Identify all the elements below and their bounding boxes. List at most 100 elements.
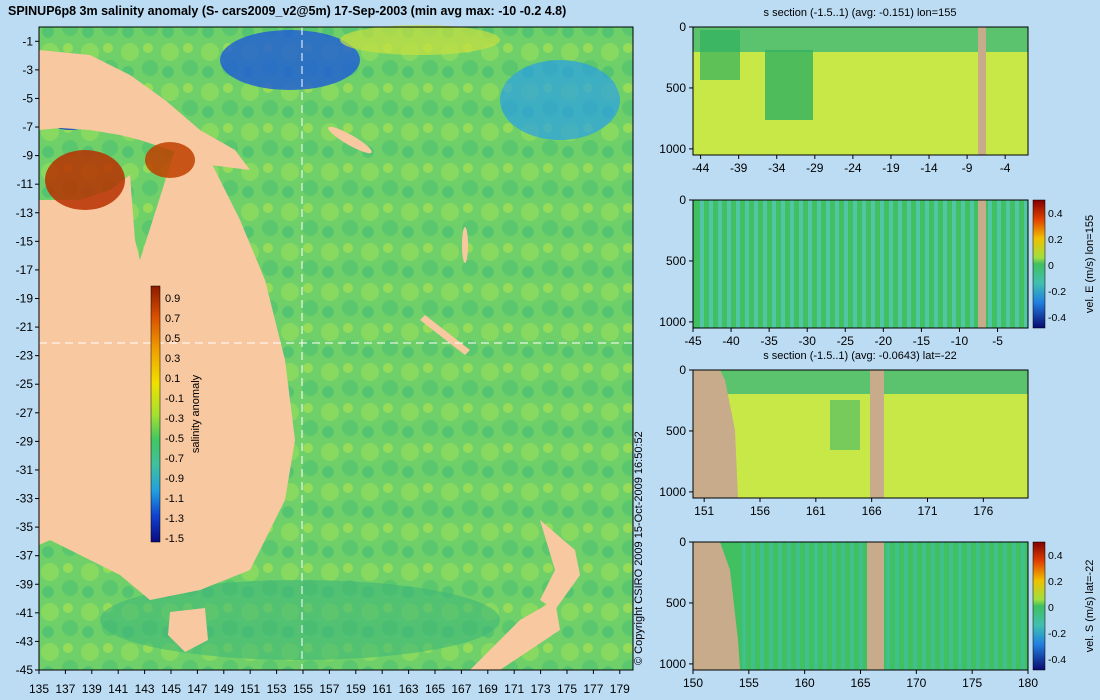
map-land-tasmania bbox=[168, 608, 208, 652]
velocity-stripe bbox=[745, 200, 749, 328]
section-x-tick-label: 151 bbox=[694, 504, 714, 518]
section-x-tick-label: -44 bbox=[692, 161, 710, 175]
velocity-stripe bbox=[823, 542, 827, 670]
velocity-stripe bbox=[994, 542, 998, 670]
map-colorbar-tick-label: -0.1 bbox=[165, 393, 184, 405]
s-section-lon-title: s section (-1.5..1) (avg: -0.151) lon=15… bbox=[764, 7, 957, 19]
map-y-tick-label: -41 bbox=[16, 606, 34, 620]
velocity-stripe bbox=[1024, 200, 1028, 328]
velocity-stripe bbox=[814, 542, 818, 670]
velocity-stripe bbox=[907, 200, 911, 328]
velocity-stripe bbox=[997, 200, 1001, 328]
section-x-tick-label: -4 bbox=[1000, 161, 1011, 175]
velocity-stripe bbox=[853, 200, 857, 328]
section-colorbar-tick-label: 0.4 bbox=[1048, 550, 1063, 562]
section-colorbar-tick-label: -0.2 bbox=[1048, 286, 1066, 298]
vel-s-panel: 150 155 160 165 170 175 180 0 500 1000 0.4 0.2 0 -0… bbox=[659, 535, 1096, 690]
section-x-tick-label: 171 bbox=[917, 504, 937, 518]
map-y-tick-label: -29 bbox=[16, 434, 34, 448]
s-section-lon-x-ticks: -44 -39 -34 -29 -24 -19 -14 -9 -4 bbox=[692, 155, 1011, 175]
velocity-stripe bbox=[913, 542, 917, 670]
velocity-stripe bbox=[961, 200, 965, 328]
map-y-tick-label: -37 bbox=[16, 549, 34, 563]
map-y-tick-label: -27 bbox=[16, 406, 34, 420]
section-x-tick-label: 155 bbox=[739, 676, 759, 690]
section-y-tick-label: 0 bbox=[679, 363, 686, 377]
map-land-solomons bbox=[328, 126, 372, 154]
velocity-stripe bbox=[736, 200, 740, 328]
section-colorbar-tick-label: -0.4 bbox=[1048, 654, 1066, 666]
map-x-tick-label: 145 bbox=[161, 682, 181, 696]
vel-e-stripes bbox=[700, 200, 1028, 328]
map-colorbar-tick-label: 0.9 bbox=[165, 293, 180, 305]
map-colorbar-tick-label: -1.5 bbox=[165, 533, 184, 545]
map-colorbar-tick-label: 0.7 bbox=[165, 313, 180, 325]
velocity-stripe bbox=[760, 542, 764, 670]
section-x-tick-label: 176 bbox=[973, 504, 993, 518]
velocity-stripe bbox=[841, 542, 845, 670]
section-x-tick-label: 166 bbox=[862, 504, 882, 518]
map-y-tick-label: -1 bbox=[22, 34, 33, 48]
section-x-tick-label: -19 bbox=[882, 161, 900, 175]
s-section-lon-band bbox=[693, 27, 1028, 52]
map-anomaly-salty-north bbox=[340, 25, 500, 55]
section-x-tick-label: -45 bbox=[684, 334, 702, 348]
velocity-stripe bbox=[970, 200, 974, 328]
section-x-tick-label: -10 bbox=[951, 334, 969, 348]
map-colorbar-tick-label: -0.7 bbox=[165, 453, 184, 465]
s-section-lon-frame bbox=[692, 26, 1029, 156]
vel-s-stripes bbox=[742, 542, 1025, 670]
velocity-stripe bbox=[988, 200, 992, 328]
figure-title: SPINUP6p8 3m salinity anomaly (S- cars20… bbox=[8, 4, 566, 18]
map-land-new-zealand-south bbox=[470, 600, 560, 670]
vel-e-frame bbox=[692, 199, 1029, 329]
velocity-stripe bbox=[934, 200, 938, 328]
velocity-stripe bbox=[886, 542, 890, 670]
section-y-tick-label: 1000 bbox=[659, 315, 686, 329]
map-x-tick-label: 153 bbox=[267, 682, 287, 696]
section-y-tick-label: 1000 bbox=[659, 657, 686, 671]
velocity-stripe bbox=[826, 200, 830, 328]
map-colorbar-tick-label: -0.5 bbox=[165, 433, 184, 445]
velocity-stripe bbox=[1021, 542, 1025, 670]
section-y-tick-label: 1000 bbox=[659, 142, 686, 156]
velocity-stripe bbox=[916, 200, 920, 328]
s-section-lat-band bbox=[693, 370, 1028, 394]
map-x-tick-label: 151 bbox=[240, 682, 260, 696]
map-x-tick-label: 175 bbox=[557, 682, 577, 696]
velocity-stripe bbox=[958, 542, 962, 670]
map-panel: 135 137 139 141 143 145 147 149 151 153 155 157 159 1… bbox=[16, 25, 634, 696]
map-y-tick-label: -13 bbox=[16, 206, 34, 220]
copyright-text: © Copyright CSIRO 2009 15-Oct-2009 16:50… bbox=[633, 431, 645, 665]
map-anomaly-salty-gulf bbox=[45, 150, 125, 210]
section-x-tick-label: -39 bbox=[730, 161, 748, 175]
velocity-stripe bbox=[1012, 542, 1016, 670]
velocity-stripe bbox=[751, 542, 755, 670]
section-x-tick-label: -9 bbox=[962, 161, 973, 175]
section-colorbar-tick-label: -0.4 bbox=[1048, 312, 1066, 324]
section-x-tick-label: -40 bbox=[722, 334, 740, 348]
section-y-tick-label: 500 bbox=[666, 254, 686, 268]
velocity-stripe bbox=[949, 542, 953, 670]
velocity-stripe bbox=[742, 542, 746, 670]
s-section-lon-panel: s section (-1.5..1) (avg: -0.151) lon=15… bbox=[659, 7, 1029, 175]
s-section-lon-land bbox=[978, 27, 986, 155]
map-y-tick-label: -11 bbox=[17, 177, 34, 191]
s-section-lat-x-ticks: 151 156 161 166 171 176 bbox=[694, 498, 994, 518]
velocity-stripe bbox=[967, 542, 971, 670]
vel-s-land-ridge bbox=[867, 542, 884, 670]
s-section-lon-blob2 bbox=[700, 30, 740, 80]
map-y-tick-label: -33 bbox=[16, 492, 34, 506]
map-x-tick-label: 165 bbox=[425, 682, 445, 696]
map-colorbar-label: salinity anomaly bbox=[190, 374, 202, 453]
map-anomaly-fresh-north bbox=[220, 30, 360, 90]
map-x-tick-label: 171 bbox=[504, 682, 524, 696]
map-y-tick-label: -15 bbox=[16, 234, 34, 248]
map-y-tick-label: -3 bbox=[22, 63, 33, 77]
map-colorbar-tick-label: 0.5 bbox=[165, 333, 180, 345]
s-section-lat-panel: s section (-1.5..1) (avg: -0.0643) lat=-… bbox=[659, 350, 1029, 518]
velocity-stripe bbox=[940, 542, 944, 670]
map-x-tick-label: 167 bbox=[451, 682, 471, 696]
